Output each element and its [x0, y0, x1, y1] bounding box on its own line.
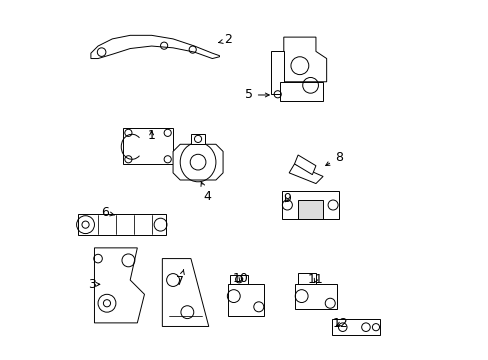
Polygon shape: [162, 258, 208, 327]
Text: 5: 5: [244, 89, 269, 102]
Text: 9: 9: [283, 193, 290, 206]
Polygon shape: [271, 51, 283, 94]
Polygon shape: [298, 200, 323, 219]
Polygon shape: [294, 284, 337, 309]
Polygon shape: [94, 248, 144, 323]
Polygon shape: [288, 164, 323, 184]
Polygon shape: [190, 134, 205, 144]
Text: 11: 11: [307, 273, 323, 286]
Text: 8: 8: [325, 151, 342, 166]
Text: 10: 10: [232, 272, 248, 285]
Polygon shape: [228, 284, 264, 316]
Polygon shape: [283, 37, 326, 82]
Text: 2: 2: [218, 33, 232, 46]
Polygon shape: [298, 273, 315, 284]
Text: 7: 7: [176, 270, 184, 288]
Polygon shape: [280, 82, 323, 102]
Text: 4: 4: [201, 182, 210, 203]
Polygon shape: [331, 319, 380, 336]
Text: 3: 3: [87, 278, 100, 291]
Polygon shape: [78, 214, 165, 235]
Polygon shape: [91, 35, 219, 59]
Polygon shape: [173, 144, 223, 180]
Polygon shape: [282, 191, 339, 219]
Text: 6: 6: [101, 206, 114, 219]
Text: 1: 1: [147, 129, 155, 142]
Polygon shape: [123, 128, 173, 164]
Text: 12: 12: [332, 317, 348, 330]
Polygon shape: [230, 275, 247, 284]
Polygon shape: [294, 155, 315, 175]
